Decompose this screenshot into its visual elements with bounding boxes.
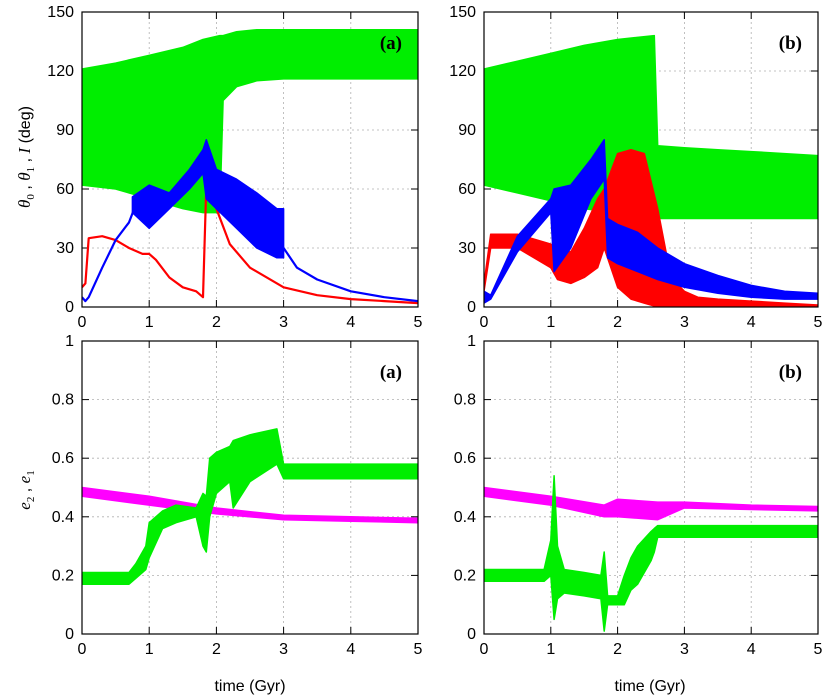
- x-axis-label-right: time (Gyr): [614, 678, 685, 695]
- y-tick-label: 1: [467, 333, 476, 350]
- x-tick-label: 0: [480, 314, 489, 331]
- y-tick-label: 0: [467, 626, 476, 643]
- x-tick-label: 2: [613, 641, 622, 658]
- x-tick-label: 2: [613, 314, 622, 331]
- y-tick-label: 150: [47, 4, 74, 21]
- y-tick-label: 0.8: [52, 392, 74, 409]
- y-tick-label: 0.2: [52, 567, 74, 584]
- y-tick-label: 120: [47, 63, 74, 80]
- top-y-axis-label: θ0 , θ1 , I (deg): [15, 106, 37, 208]
- series-band-1: [484, 475, 818, 632]
- panel-tag: (a): [380, 362, 402, 383]
- panel-tag: (b): [779, 33, 802, 54]
- series-band-2: [484, 139, 818, 304]
- x-tick-label: 0: [78, 641, 87, 658]
- y-tick-label: 30: [458, 240, 476, 257]
- x-tick-label: 4: [747, 314, 756, 331]
- x-axis-label-left: time (Gyr): [214, 678, 285, 695]
- series-band-1: [484, 148, 818, 307]
- x-tick-label: 1: [145, 641, 154, 658]
- panel-bottom-left: 0 1 2 3 4 5 0 0.2 0.4 0.6 0.8 1 (a): [52, 333, 423, 658]
- x-tick-label: 4: [346, 314, 355, 331]
- panel-top-left: 0 1 2 3 4 5 0 30 60 90 120 150 (a): [47, 4, 422, 331]
- panel-tag: (b): [779, 362, 802, 383]
- series-line-1: [82, 184, 418, 305]
- y-tick-label: 90: [56, 122, 74, 139]
- y-tick-label: 0: [467, 299, 476, 316]
- x-tick-label: 1: [546, 314, 555, 331]
- y-tick-label: 0.4: [52, 509, 74, 526]
- x-tick-label: 4: [747, 641, 756, 658]
- x-tick-label: 0: [480, 641, 489, 658]
- x-tick-label: 3: [680, 314, 689, 331]
- panel-top-right: 0 1 2 3 4 5 0 30 60 90 120 150 (b): [449, 4, 822, 331]
- y-tick-label: 90: [458, 122, 476, 139]
- y-tick-label: 60: [458, 181, 476, 198]
- series-band-0: [82, 486, 418, 524]
- y-tick-label: 120: [449, 63, 476, 80]
- x-tick-label: 3: [680, 641, 689, 658]
- y-tick-label: 0.4: [454, 509, 476, 526]
- plot-frame: [81, 340, 419, 635]
- y-tick-label: 0.2: [454, 567, 476, 584]
- y-tick-label: 30: [56, 240, 74, 257]
- x-tick-label: 1: [546, 641, 555, 658]
- x-tick-label: 5: [814, 314, 823, 331]
- x-tick-label: 1: [145, 314, 154, 331]
- series-band-3: [131, 139, 285, 259]
- series-group: [82, 428, 418, 585]
- series-group: [484, 475, 818, 632]
- x-tick-label: 2: [212, 314, 221, 331]
- series-band-1: [82, 428, 418, 585]
- plot-frame: [81, 11, 419, 308]
- y-tick-label: 60: [56, 181, 74, 198]
- x-tick-label: 5: [414, 641, 423, 658]
- x-tick-label: 0: [78, 314, 87, 331]
- x-tick-label: 4: [346, 641, 355, 658]
- y-tick-label: 0.6: [454, 450, 476, 467]
- panel-bottom-right: 0 1 2 3 4 5 0 0.2 0.4 0.6 0.8 1 (b): [454, 333, 823, 658]
- y-tick-label: 150: [449, 4, 476, 21]
- x-tick-label: 3: [279, 314, 288, 331]
- x-tick-label: 5: [814, 641, 823, 658]
- y-tick-label: 0: [65, 626, 74, 643]
- series-band-0: [82, 28, 418, 214]
- y-tick-label: 1: [65, 333, 74, 350]
- series-group: [82, 28, 418, 305]
- plot-frame: [483, 340, 819, 635]
- x-tick-label: 2: [212, 641, 221, 658]
- series-band-0: [484, 486, 818, 521]
- x-tick-label: 3: [279, 641, 288, 658]
- y-tick-label: 0.8: [454, 392, 476, 409]
- series-group: [484, 34, 818, 307]
- y-tick-label: 0: [65, 299, 74, 316]
- x-tick-label: 5: [414, 314, 423, 331]
- plot-frame: [483, 11, 819, 308]
- y-tick-label: 0.6: [52, 450, 74, 467]
- bottom-y-axis-label: e2 , e1: [15, 470, 37, 509]
- panel-tag: (a): [380, 33, 402, 54]
